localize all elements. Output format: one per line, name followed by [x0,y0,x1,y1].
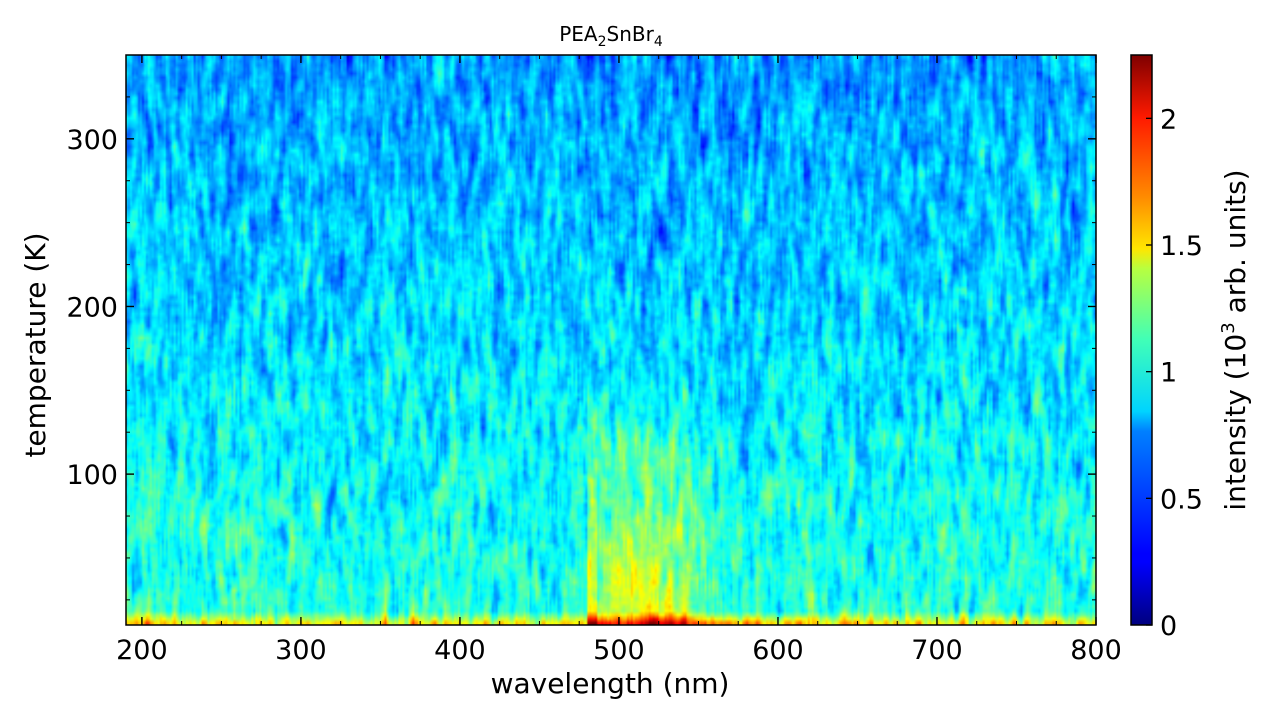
x-axis: 200 300 400 500 600 700 800 [116,55,1122,666]
title-sub1: 2 [598,34,607,50]
y-axis-label: temperature (K) [19,232,52,457]
heatmap-image [126,55,1096,625]
y-tick-label: 300 [66,125,118,156]
x-tick-label: 300 [275,635,327,666]
plot-area [125,54,1097,626]
colorbar-tick-label: 0.5 [1160,484,1203,515]
chart-title: PEA2SnBr4 [559,22,663,50]
y-tick-label: 100 [66,460,118,491]
title-sub2: 4 [654,34,663,50]
title-base2: SnBr [607,22,655,46]
colorbar: 0 0.5 1 1.5 2 intensity (103 arb. units) [1130,54,1252,642]
plot-frame [125,54,1097,626]
x-axis-label: wavelength (nm) [491,667,730,700]
colorbar-gradient [1131,55,1152,625]
colorbar-label-sup: 3 [1218,322,1239,333]
colorbar-label-pre: intensity (10 [1219,334,1252,511]
x-tick-label: 600 [752,635,804,666]
x-tick-label: 700 [911,635,963,666]
colorbar-frame [1130,54,1153,626]
colorbar-label: intensity (103 arb. units) [1218,169,1252,510]
x-tick-label: 500 [593,635,645,666]
x-tick-label: 400 [434,635,486,666]
colorbar-tick-label: 1.5 [1160,231,1203,262]
colorbar-ticks: 0 0.5 1 1.5 2 [1146,104,1203,642]
y-tick-label: 200 [66,292,118,323]
title-base1: PEA [559,22,598,46]
colorbar-label-post: arb. units) [1219,169,1252,322]
x-tick-label: 200 [116,635,168,666]
colorbar-tick-label: 0 [1160,611,1177,642]
colorbar-tick-label: 1 [1160,358,1177,389]
y-axis: 100 200 300 [66,96,1096,601]
colorbar-tick-label: 2 [1160,104,1177,135]
x-tick-label: 800 [1070,635,1122,666]
